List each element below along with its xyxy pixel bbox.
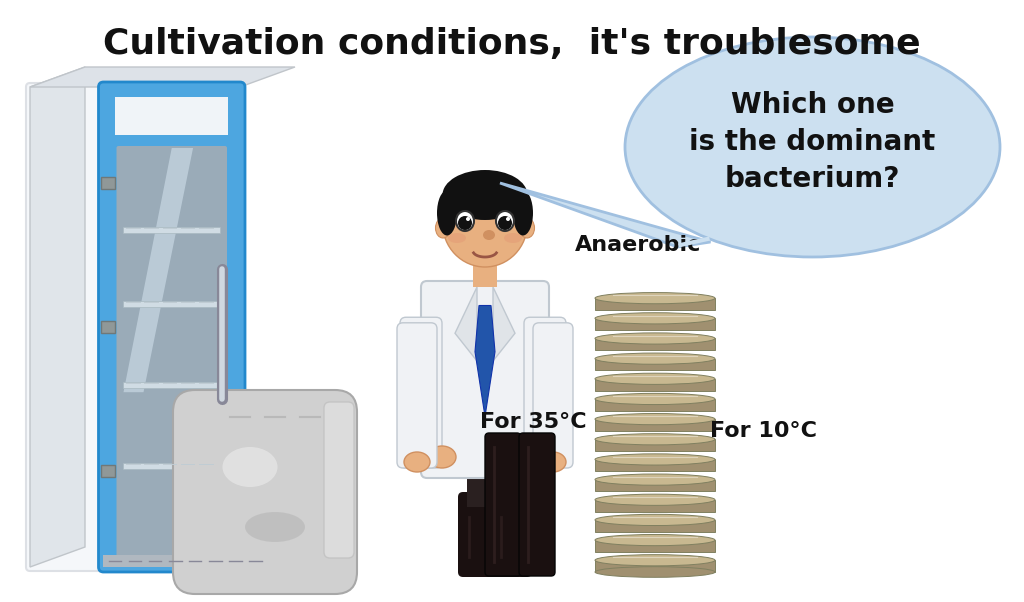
Bar [595, 540, 715, 552]
Text: Anaerobic: Anaerobic [575, 235, 701, 255]
Bar [103, 555, 240, 567]
FancyBboxPatch shape [117, 146, 227, 557]
FancyBboxPatch shape [397, 323, 437, 468]
Bar [595, 560, 715, 572]
Circle shape [466, 217, 470, 221]
Ellipse shape [456, 211, 474, 231]
Ellipse shape [595, 474, 715, 485]
Text: Which one
is the dominant
bacterium?: Which one is the dominant bacterium? [689, 91, 936, 193]
Bar [101, 321, 115, 333]
Bar [124, 300, 220, 306]
Polygon shape [455, 287, 477, 361]
Bar [124, 382, 220, 388]
Bar [124, 464, 220, 470]
Bar [499, 467, 523, 507]
Bar [595, 359, 715, 370]
Circle shape [506, 217, 510, 221]
Ellipse shape [428, 446, 456, 468]
Ellipse shape [595, 494, 715, 505]
FancyBboxPatch shape [324, 402, 354, 558]
Ellipse shape [222, 447, 278, 487]
Ellipse shape [245, 512, 305, 542]
Polygon shape [500, 183, 711, 247]
Ellipse shape [442, 170, 527, 220]
FancyBboxPatch shape [400, 317, 442, 468]
FancyBboxPatch shape [458, 492, 500, 577]
Ellipse shape [595, 373, 715, 385]
Polygon shape [30, 67, 85, 567]
Ellipse shape [595, 414, 715, 425]
Circle shape [498, 216, 512, 230]
Ellipse shape [447, 233, 466, 243]
Bar [595, 480, 715, 491]
Bar [473, 265, 497, 287]
FancyBboxPatch shape [524, 317, 566, 468]
Bar [595, 298, 715, 310]
Ellipse shape [595, 393, 715, 405]
Ellipse shape [595, 454, 715, 465]
Polygon shape [30, 67, 295, 87]
Ellipse shape [595, 566, 715, 577]
Ellipse shape [595, 293, 715, 304]
Polygon shape [124, 148, 194, 392]
Bar [595, 399, 715, 411]
Bar [595, 500, 715, 512]
Bar [124, 228, 220, 234]
FancyBboxPatch shape [26, 83, 244, 571]
Text: For 35°C: For 35°C [480, 412, 587, 432]
FancyBboxPatch shape [421, 281, 549, 478]
Bar [595, 318, 715, 330]
Ellipse shape [595, 433, 715, 445]
Ellipse shape [504, 233, 522, 243]
FancyBboxPatch shape [485, 433, 521, 576]
Polygon shape [475, 305, 495, 417]
Ellipse shape [496, 211, 514, 231]
Ellipse shape [595, 312, 715, 324]
Ellipse shape [534, 446, 561, 468]
Bar [467, 467, 490, 507]
Ellipse shape [595, 353, 715, 364]
Ellipse shape [442, 179, 527, 267]
FancyBboxPatch shape [490, 492, 532, 577]
Bar [595, 459, 715, 471]
FancyBboxPatch shape [173, 390, 357, 594]
Bar [595, 419, 715, 431]
Text: Cultivation conditions,  it's troublesome: Cultivation conditions, it's troublesome [103, 27, 921, 61]
Ellipse shape [625, 37, 1000, 257]
Circle shape [458, 216, 472, 230]
Ellipse shape [483, 230, 495, 240]
Ellipse shape [519, 218, 535, 238]
Ellipse shape [595, 514, 715, 526]
Ellipse shape [437, 190, 457, 235]
Bar [101, 465, 115, 477]
Ellipse shape [595, 554, 715, 566]
Bar [116, 97, 228, 135]
FancyBboxPatch shape [534, 323, 573, 468]
Ellipse shape [435, 218, 451, 238]
Ellipse shape [595, 333, 715, 344]
Bar [595, 520, 715, 532]
Bar [595, 439, 715, 451]
Bar [595, 338, 715, 350]
FancyBboxPatch shape [98, 82, 245, 572]
Polygon shape [493, 287, 515, 361]
Ellipse shape [513, 190, 534, 235]
Bar [595, 379, 715, 391]
FancyBboxPatch shape [519, 433, 555, 576]
Ellipse shape [540, 452, 566, 472]
Bar [101, 177, 115, 189]
Ellipse shape [404, 452, 430, 472]
Ellipse shape [595, 535, 715, 545]
Text: For 10°C: For 10°C [710, 421, 817, 441]
